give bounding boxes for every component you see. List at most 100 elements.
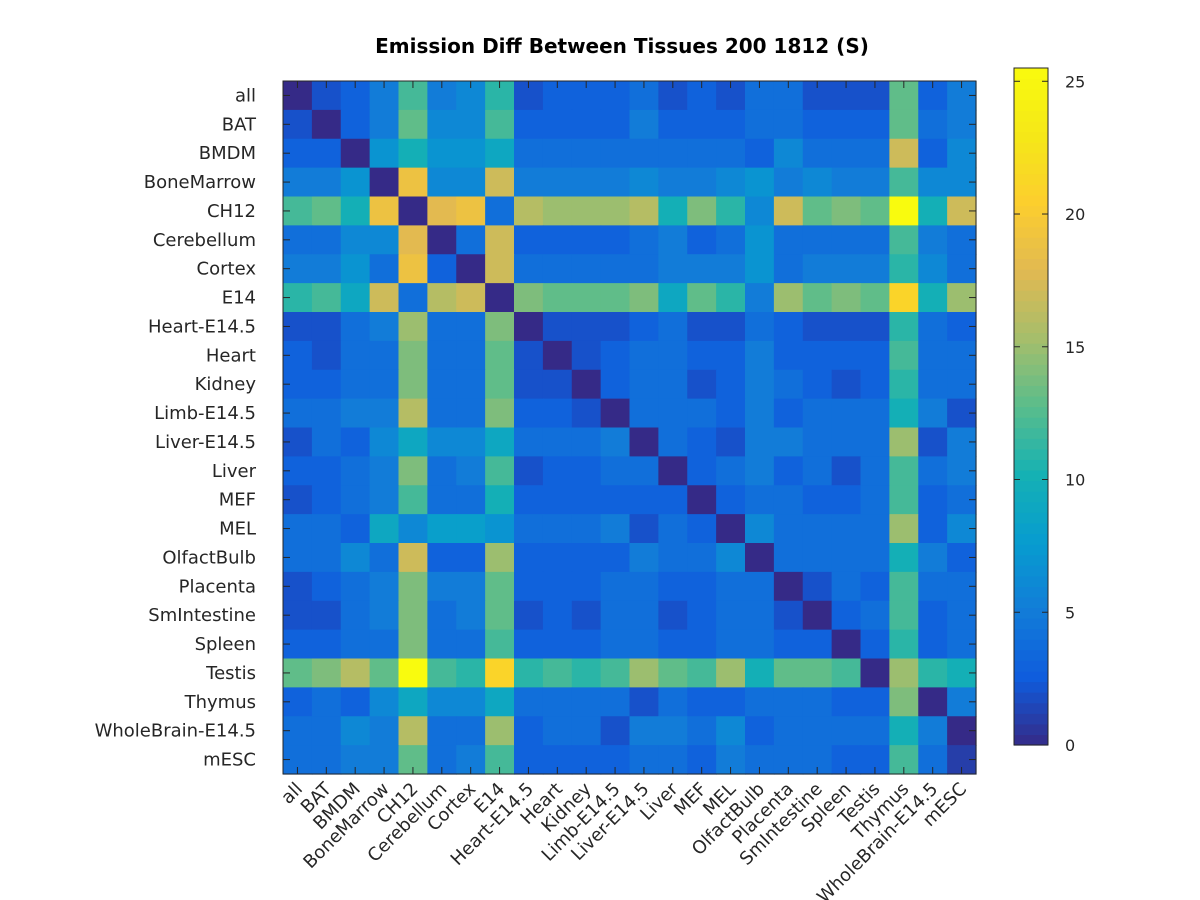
- heatmap-cell: [831, 571, 862, 602]
- heatmap-cell: [485, 427, 515, 457]
- heatmap-cell: [629, 456, 659, 486]
- colorbar-segment: [1014, 131, 1048, 143]
- colorbar-segment: [1014, 459, 1048, 471]
- heatmap-cell: [773, 485, 804, 515]
- heatmap-cell: [745, 398, 775, 429]
- heatmap-cell: [485, 687, 515, 717]
- heatmap-cell: [311, 629, 342, 660]
- heatmap-cell: [456, 485, 486, 515]
- y-tick-label: Heart-E14.5: [148, 316, 256, 337]
- heatmap-cell: [831, 543, 862, 573]
- heatmap-cell: [889, 571, 919, 602]
- heatmap-cell: [311, 225, 342, 255]
- heatmap-cell: [485, 514, 515, 544]
- heatmap-cell: [918, 138, 948, 169]
- heatmap-cell: [340, 254, 371, 284]
- heatmap-cell: [427, 427, 457, 457]
- heatmap-cell: [716, 167, 746, 198]
- heatmap-cell: [600, 283, 631, 313]
- heatmap-cell: [802, 225, 833, 255]
- heatmap-cell: [802, 312, 833, 342]
- heatmap-cell: [369, 225, 400, 255]
- heatmap-cell: [716, 687, 746, 717]
- heatmap-cell: [485, 138, 515, 169]
- heatmap-cell: [658, 340, 688, 371]
- heatmap-cell: [427, 485, 457, 515]
- heatmap-cell: [687, 456, 717, 486]
- colorbar-segment: [1014, 311, 1048, 323]
- heatmap-cell: [485, 167, 515, 198]
- colorbar-segment: [1014, 364, 1048, 376]
- heatmap-cell: [889, 340, 919, 371]
- heatmap-cell: [311, 109, 342, 140]
- heatmap-cell: [427, 254, 457, 284]
- heatmap-cell: [340, 485, 371, 515]
- heatmap-cell: [485, 369, 515, 400]
- colorbar-segment: [1014, 649, 1048, 661]
- heatmap-cell: [889, 109, 919, 140]
- heatmap-cell: [860, 167, 890, 198]
- heatmap-cell: [311, 658, 342, 688]
- heatmap-cell: [427, 687, 457, 717]
- heatmap-cell: [745, 514, 775, 544]
- heatmap-cell: [398, 167, 428, 198]
- heatmap-cell: [773, 456, 804, 486]
- heatmap-cell: [918, 196, 948, 226]
- heatmap-cell: [456, 543, 486, 573]
- colorbar-segment: [1014, 321, 1048, 334]
- heatmap-cell: [456, 456, 486, 486]
- heatmap-cell: [456, 398, 486, 429]
- colorbar-tick-label: 5: [1065, 603, 1075, 622]
- colorbar-segment: [1014, 120, 1048, 133]
- heatmap-cell: [831, 427, 862, 457]
- heatmap-cell: [860, 571, 890, 602]
- heatmap-cell: [773, 629, 804, 660]
- heatmap-cell: [658, 716, 688, 746]
- heatmap-cell: [600, 658, 631, 688]
- heatmap-cell: [427, 138, 457, 169]
- heatmap-cell: [860, 600, 890, 631]
- y-tick-label: BMDM: [199, 143, 256, 164]
- colorbar-segment: [1014, 438, 1048, 450]
- heatmap-cell: [918, 485, 948, 515]
- heatmap-cell: [745, 196, 775, 226]
- heatmap-cell: [340, 109, 371, 140]
- heatmap-cell: [745, 571, 775, 602]
- heatmap-cell: [745, 283, 775, 313]
- heatmap-cell: [860, 225, 890, 255]
- colorbar: 0 5 10 15 20 25: [1013, 67, 1085, 755]
- heatmap-cell: [398, 658, 428, 688]
- colorbar-tick-label: 15: [1065, 338, 1085, 357]
- heatmap-cell: [687, 687, 717, 717]
- heatmap-cell: [398, 138, 428, 169]
- heatmap-cell: [687, 340, 717, 371]
- heatmap-cell: [456, 312, 486, 342]
- heatmap-cell: [687, 196, 717, 226]
- heatmap-cell: [514, 543, 544, 573]
- colorbar-segment: [1014, 533, 1048, 545]
- heatmap-cell: [542, 658, 573, 688]
- y-tick-label: Heart: [206, 345, 256, 366]
- colorbar-segment: [1014, 152, 1048, 164]
- heatmap-cell: [889, 658, 919, 688]
- heatmap-cell: [658, 600, 688, 631]
- heatmap-cell: [831, 109, 862, 140]
- heatmap-cell: [773, 138, 804, 169]
- heatmap-cell: [456, 687, 486, 717]
- heatmap-cell: [398, 283, 428, 313]
- heatmap-cell: [398, 687, 428, 717]
- heatmap-cell: [745, 254, 775, 284]
- heatmap-cell: [716, 254, 746, 284]
- heatmap-cell: [889, 514, 919, 544]
- heatmap-cell: [860, 543, 890, 573]
- heatmap-cell: [745, 138, 775, 169]
- heatmap-cell: [340, 629, 371, 660]
- heatmap-cell: [600, 485, 631, 515]
- heatmap-cell: [918, 687, 948, 717]
- y-tick-label: WholeBrain-E14.5: [95, 721, 256, 742]
- heatmap-cell: [600, 196, 631, 226]
- heatmap-cell: [340, 716, 371, 746]
- x-tick-labels: allBATBMDMBoneMarrowCH12CerebellumCortex…: [277, 778, 971, 900]
- heatmap-cell: [600, 167, 631, 198]
- heatmap-cell: [369, 629, 400, 660]
